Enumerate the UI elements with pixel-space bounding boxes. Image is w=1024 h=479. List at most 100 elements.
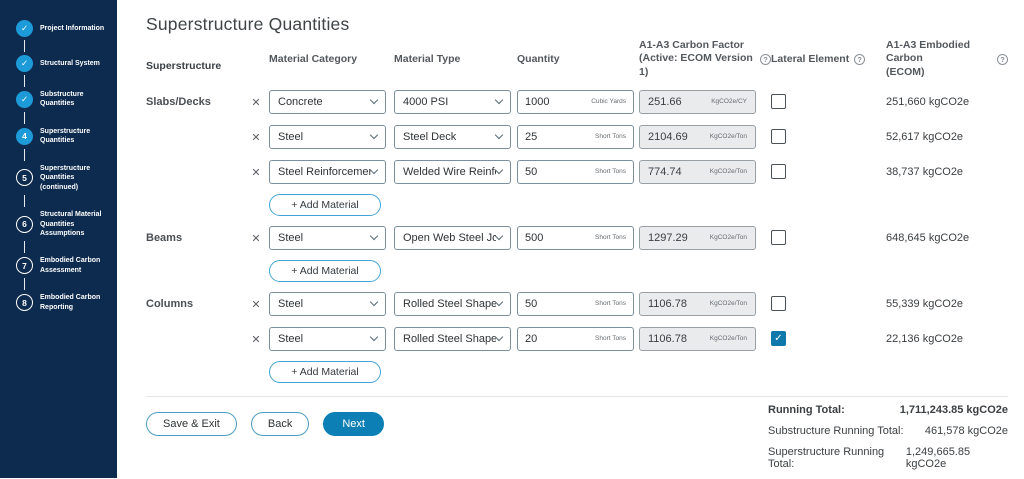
embodied-carbon-value: 55,339 kgCO2e: [886, 298, 1008, 310]
column-header-carbon-factor: A1-A3 Carbon Factor (Active: ECOM Versio…: [639, 39, 771, 78]
chevron-down-icon: [370, 232, 378, 240]
column-header-quantity: Quantity: [517, 53, 639, 65]
remove-row-button[interactable]: ✕: [251, 132, 260, 144]
chevron-down-icon: [370, 333, 378, 341]
step-connector: [24, 195, 25, 207]
embodied-carbon-value: 52,617 kgCO2e: [886, 131, 1008, 143]
quantity-unit-label: Short Tons: [595, 335, 626, 342]
column-header-embodied-carbon: A1-A3 Embodied Carbon (ECOM) ?: [886, 39, 1008, 78]
quantity-input[interactable]: Short Tons: [517, 160, 634, 184]
superstructure-total-value: 1,249,665.85 kgCO2e: [906, 446, 1008, 470]
lateral-header-label: Lateral Element: [771, 53, 849, 65]
section-label: Slabs/Decks: [146, 96, 243, 108]
material-type-select[interactable]: Rolled Steel Shapes: [394, 292, 511, 316]
material-type-select[interactable]: Open Web Steel Jois...: [394, 226, 511, 250]
quantity-field[interactable]: [525, 298, 595, 310]
step-connector: [24, 278, 25, 290]
back-button[interactable]: Back: [251, 412, 309, 436]
table-header-row: Superstructure Material Category Materia…: [146, 42, 1008, 76]
material-type-select[interactable]: Steel Deck: [394, 125, 511, 149]
chevron-down-icon: [370, 166, 378, 174]
material-category-select[interactable]: Steel Reinforcement: [269, 160, 386, 184]
quantity-input[interactable]: Short Tons: [517, 327, 634, 351]
sidebar-step-label: Project Information: [40, 24, 111, 33]
material-category-select[interactable]: Steel: [269, 327, 386, 351]
save-exit-button[interactable]: Save & Exit: [146, 412, 237, 436]
sidebar-step-1[interactable]: ✓ Project Information: [16, 20, 111, 37]
material-category-select[interactable]: Steel: [269, 125, 386, 149]
quantity-unit-label: Short Tons: [595, 168, 626, 175]
lateral-element-checkbox[interactable]: [771, 230, 786, 245]
material-type-select[interactable]: Welded Wire Reinfor...: [394, 160, 511, 184]
chevron-down-icon: [495, 131, 503, 139]
quantity-input[interactable]: Short Tons: [517, 226, 634, 250]
lateral-element-checkbox[interactable]: [771, 296, 786, 311]
sidebar-step-label: Superstructure Quantities: [40, 127, 111, 146]
remove-row-button[interactable]: ✕: [251, 299, 260, 311]
chevron-down-icon: [495, 333, 503, 341]
material-type-select[interactable]: Rolled Steel Shapes: [394, 327, 511, 351]
chevron-down-icon: [370, 96, 378, 104]
lateral-element-checkbox[interactable]: [771, 94, 786, 109]
quantity-field[interactable]: [525, 131, 595, 143]
quantity-unit-label: Short Tons: [595, 133, 626, 140]
quantity-field[interactable]: [525, 232, 595, 244]
chevron-down-icon: [370, 131, 378, 139]
help-icon[interactable]: ?: [854, 54, 865, 65]
help-icon[interactable]: ?: [760, 54, 771, 65]
chevron-down-icon: [495, 298, 503, 306]
quantity-field[interactable]: [525, 96, 591, 108]
remove-row-button[interactable]: ✕: [251, 334, 260, 346]
remove-row-button[interactable]: ✕: [251, 167, 260, 179]
check-icon: ✓: [16, 20, 33, 37]
quantity-field[interactable]: [525, 166, 595, 178]
running-total-label: Running Total:: [768, 404, 845, 416]
stepper: ✓ Project Information ✓Structural System ✓S…: [16, 20, 111, 312]
carbon-factor-value: 1297.29: [648, 232, 688, 244]
sidebar-step-3[interactable]: ✓Substructure Quantities: [16, 90, 111, 109]
quantity-input[interactable]: Short Tons: [517, 125, 634, 149]
material-row: ✕ Steel Rolled Steel Shapes Short Tons 1106.…: [146, 321, 1008, 356]
embodied-header-line1: A1-A3 Embodied Carbon: [886, 39, 992, 65]
carbon-factor-value: 2104.69: [648, 131, 688, 143]
wizard-stepper-sidebar: ✓ Project Information ✓Structural System ✓S…: [0, 0, 117, 478]
step-number-indicator: 8: [16, 294, 33, 311]
remove-row-button[interactable]: ✕: [251, 233, 260, 245]
carbon-factor-value: 251.66: [648, 96, 682, 108]
quantity-input[interactable]: Short Tons: [517, 292, 634, 316]
column-header-superstructure: Superstructure: [146, 60, 269, 76]
add-material-button[interactable]: + Add Material: [269, 361, 381, 383]
material-category-select[interactable]: Steel: [269, 226, 386, 250]
help-icon[interactable]: ?: [997, 54, 1008, 65]
sidebar-step-2[interactable]: ✓Structural System: [16, 55, 111, 72]
lateral-element-checkbox[interactable]: ✓: [771, 331, 786, 346]
quantity-field[interactable]: [525, 333, 595, 345]
embodied-carbon-value: 22,136 kgCO2e: [886, 333, 1008, 345]
material-type-select[interactable]: 4000 PSI: [394, 90, 511, 114]
sidebar-step-label: Structural System: [40, 59, 111, 68]
embodied-carbon-value: 38,737 kgCO2e: [886, 166, 1008, 178]
quantity-input[interactable]: Cubic Yards: [517, 90, 634, 114]
add-material-button[interactable]: + Add Material: [269, 260, 381, 282]
column-header-lateral-element: Lateral Element ?: [771, 53, 886, 65]
next-button[interactable]: Next: [323, 412, 384, 436]
material-category-select[interactable]: Concrete: [269, 90, 386, 114]
lateral-element-checkbox[interactable]: [771, 164, 786, 179]
chevron-down-icon: [370, 298, 378, 306]
material-category-select[interactable]: Steel: [269, 292, 386, 316]
footer-buttons: Save & Exit Back Next: [146, 412, 384, 436]
lateral-element-checkbox[interactable]: [771, 129, 786, 144]
substructure-total-label: Substructure Running Total:: [768, 425, 904, 437]
add-material-button[interactable]: + Add Material: [269, 194, 381, 216]
remove-row-button[interactable]: ✕: [251, 97, 260, 109]
quantity-unit-label: Short Tons: [595, 300, 626, 307]
